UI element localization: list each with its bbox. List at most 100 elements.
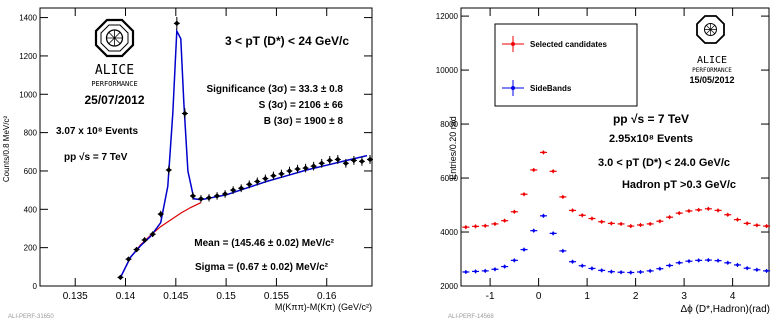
selected-candidates-point: [724, 212, 732, 217]
left-events: 3.07 x 10⁸ Events: [56, 126, 138, 137]
sidebands-point: [675, 260, 683, 265]
left-curves: [119, 28, 368, 278]
selected-candidates-point: [481, 223, 489, 228]
right-y-axis-label: Entries/0.20 rad: [448, 116, 458, 180]
selected-candidates-point: [607, 221, 615, 226]
sidebands-point: [472, 269, 480, 274]
sidebands-point: [462, 269, 470, 274]
data-point: [206, 194, 213, 202]
y-tick-label: 1000: [19, 90, 37, 99]
selected-candidates-point: [656, 219, 664, 224]
data-point: [181, 108, 188, 119]
y-tick-label: 1200: [19, 52, 37, 61]
sidebands-point: [656, 266, 664, 271]
right-plot-frame: [460, 7, 770, 287]
right-date: 15/05/2012: [689, 75, 734, 85]
data-point: [270, 171, 277, 180]
data-point: [350, 156, 357, 165]
x-tick-label: 0.16: [317, 291, 337, 302]
selected-candidates-point: [598, 219, 606, 224]
x-tick-label: 0.145: [163, 291, 188, 302]
right-hadron-cut: Hadron pT >0.3 GeV/c: [622, 179, 736, 191]
selected-candidates-point: [646, 221, 654, 226]
left-mean: Mean = (145.46 ± 0.02) MeV/c²: [194, 238, 334, 249]
y-tick-label: 10000: [436, 66, 459, 75]
sidebands-point: [481, 268, 489, 273]
selected-candidates-point: [695, 207, 703, 212]
data-point: [366, 155, 373, 164]
y-tick-label: 400: [24, 205, 38, 214]
sidebands-point: [539, 213, 547, 218]
sidebands-point: [733, 262, 741, 267]
sidebands-point: [607, 269, 615, 274]
right-energy: pp √s = 7 TeV: [613, 112, 689, 126]
y-tick-label: 4000: [440, 228, 458, 237]
sidebands-point: [588, 266, 596, 271]
x-tick-label: 3: [681, 291, 687, 302]
right-events: 2.95x10⁸ Events: [609, 133, 693, 145]
data-point: [246, 180, 253, 189]
left-y-axis-label: Counts/0.8 MeV/c²: [2, 116, 11, 183]
data-point: [149, 231, 156, 238]
signal-fit-curve: [119, 28, 368, 278]
sidebands-point: [714, 258, 722, 263]
data-point: [197, 195, 204, 203]
sidebands-point: [724, 260, 732, 265]
data-point: [358, 156, 365, 166]
right-data-points: [462, 150, 771, 275]
sidebands-point: [598, 268, 606, 273]
right-logo-subtext: PERFORMANCE: [692, 67, 732, 74]
data-point: [334, 155, 341, 164]
data-point: [173, 16, 180, 30]
data-point: [165, 165, 172, 175]
selected-candidates-point: [559, 194, 567, 199]
selected-candidates-point: [569, 208, 577, 213]
left-x-axis-label: M(Kππ)-M(Kπ) (GeV/c²): [275, 302, 372, 312]
selected-candidates-point: [743, 221, 751, 226]
x-tick-label: -1: [486, 291, 495, 302]
selected-candidates-point: [617, 221, 625, 226]
selected-candidates-point: [714, 208, 722, 213]
left-panel: 0.135 0.14 0.145 0.15 0.155 0.16 0 200 400 600 800…: [2, 7, 373, 320]
x-tick-label: 4: [730, 291, 736, 302]
legend-marker-sidebands: [502, 80, 524, 96]
data-point: [141, 237, 148, 243]
data-point: [278, 169, 285, 179]
x-tick-label: 0.14: [116, 291, 136, 302]
sidebands-point: [666, 263, 674, 268]
selected-candidates-point: [539, 150, 547, 155]
data-point: [133, 246, 140, 253]
y-tick-label: 600: [24, 167, 38, 176]
data-point: [222, 190, 229, 198]
sidebands-point: [569, 259, 577, 264]
sidebands-point: [501, 264, 509, 269]
selected-candidates-point: [510, 209, 518, 214]
sidebands-point: [704, 258, 712, 263]
data-point: [157, 210, 164, 218]
left-s-value: S (3σ) = 2106 ± 66: [259, 100, 344, 111]
sidebands-point: [646, 268, 654, 273]
data-point: [262, 174, 269, 183]
left-logo-text: ALICE: [95, 63, 134, 78]
data-point: [326, 156, 333, 165]
selected-candidates-point: [578, 213, 586, 218]
left-sigma: Sigma = (0.67 ± 0.02) MeV/c²: [195, 262, 329, 273]
left-energy: pp √s = 7 TeV: [64, 152, 128, 163]
y-tick-label: 8000: [440, 120, 458, 129]
sidebands-point: [763, 268, 771, 273]
left-axis-ticks: 0.135 0.14 0.145 0.15 0.155 0.16 0 200 400 600 800…: [19, 8, 372, 302]
y-tick-label: 1400: [19, 14, 37, 23]
selected-candidates-point: [491, 221, 499, 226]
sidebands-point: [510, 258, 518, 263]
y-tick-label: 0: [33, 282, 38, 291]
data-point: [302, 163, 309, 173]
right-x-axis-label: Δϕ (D*,Hadron)(rad): [680, 304, 770, 315]
left-b-value: B (3σ) = 1900 ± 8: [264, 116, 344, 127]
sidebands-point: [627, 270, 635, 275]
sidebands-point: [695, 258, 703, 263]
sidebands-point: [685, 259, 693, 264]
data-point: [342, 158, 349, 168]
y-tick-label: 6000: [440, 174, 458, 183]
